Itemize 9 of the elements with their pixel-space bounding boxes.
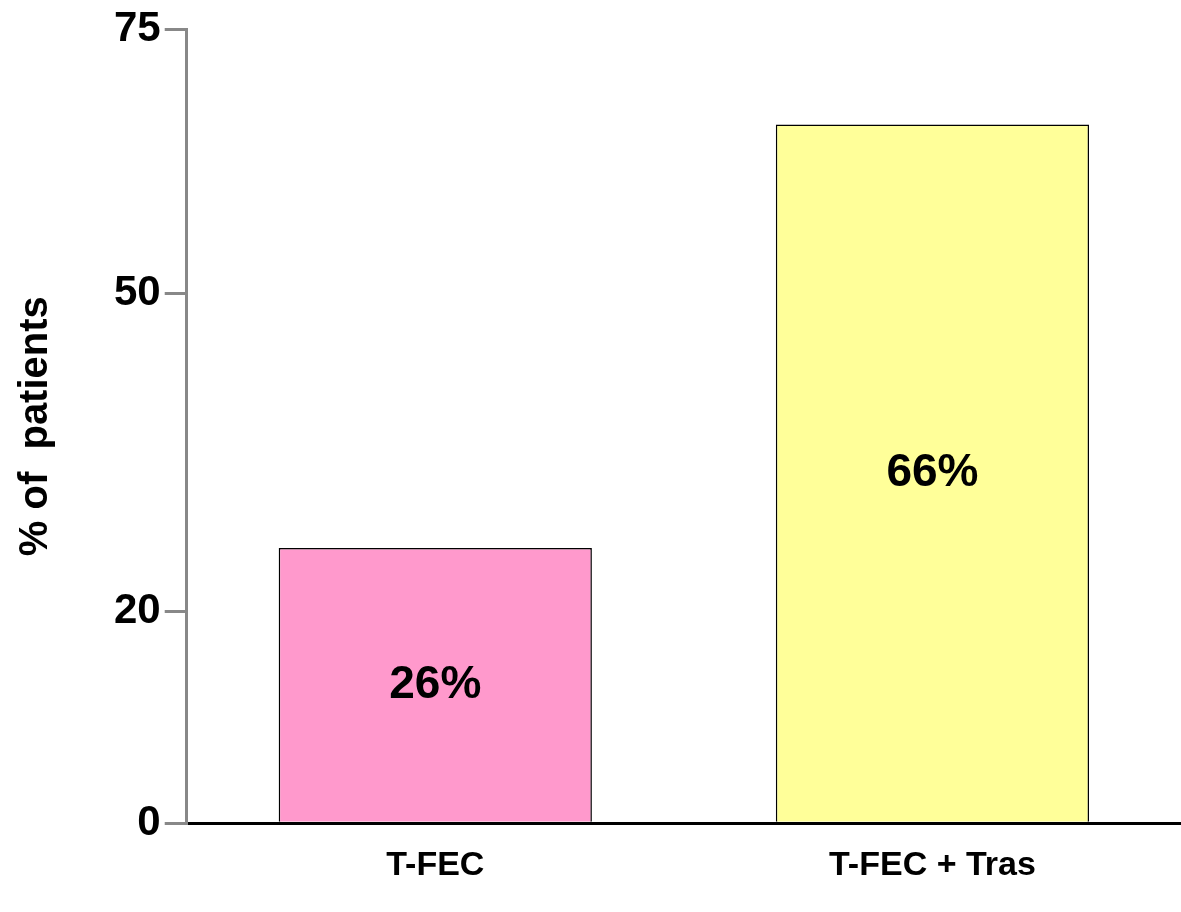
y-tick-label: 0: [137, 796, 161, 844]
x-tick-label: T-FEC: [386, 843, 485, 882]
y-axis-title: % of patients: [11, 296, 56, 557]
data-label: 66%: [886, 443, 979, 496]
y-tick-label: 50: [114, 267, 161, 315]
y-tick-label: 75: [114, 2, 161, 50]
y-tick-label: 20: [114, 585, 161, 633]
x-tick-label: T-FEC + Tras: [828, 843, 1036, 882]
data-label: 26%: [389, 655, 482, 708]
